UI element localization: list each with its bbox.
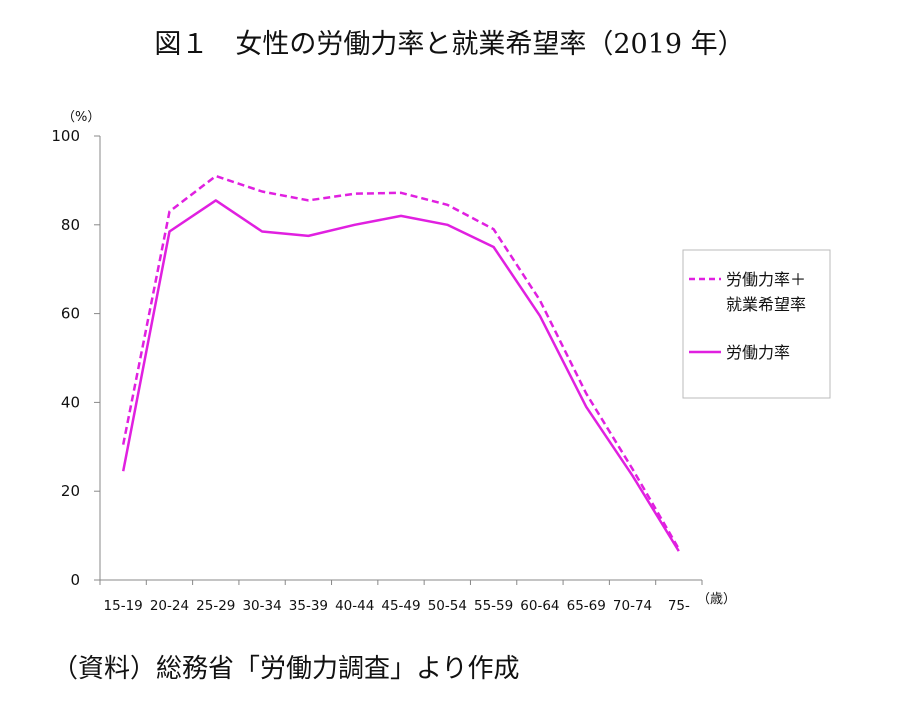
- x-tick-label: 75-: [668, 598, 690, 614]
- x-tick-label: 70-74: [613, 598, 652, 614]
- source-note: （資料）総務省「労働力調査」より作成: [52, 654, 520, 684]
- x-tick-label: 55-59: [474, 598, 513, 614]
- x-tick-label: 15-19: [104, 598, 143, 614]
- series-line-1: [121, 174, 680, 550]
- series-lines: [121, 174, 680, 552]
- legend-label-line: 就業希望率: [726, 295, 806, 314]
- axes: （%） （歳）: [62, 110, 736, 607]
- y-tick-label: 0: [70, 571, 80, 589]
- y-tick-label: 100: [51, 127, 80, 145]
- y-axis-unit: （%）: [62, 110, 100, 125]
- x-ticks: 15-19 20-24 25-29 30-34 35-39 40-44 45-49 50-54…: [99, 580, 703, 614]
- x-tick-label: 30-34: [242, 598, 281, 614]
- legend-label-line: 労働力率＋: [726, 270, 806, 289]
- y-tick-label: 40: [61, 393, 80, 411]
- x-tick-label: 60-64: [520, 598, 559, 614]
- y-tick-label: 20: [61, 482, 80, 500]
- series-line-2: [121, 199, 680, 552]
- x-tick-label: 65-69: [567, 598, 606, 614]
- y-ticks: 0 20 40 60 80 100: [51, 127, 100, 589]
- x-tick-label: 40-44: [335, 598, 374, 614]
- y-tick-label: 80: [61, 216, 80, 234]
- x-axis-unit: （歳）: [697, 592, 736, 607]
- x-tick-label: 45-49: [381, 598, 420, 614]
- chart-title: 図１ 女性の労働力率と就業希望率（2019 年）: [154, 29, 745, 60]
- x-tick-label: 50-54: [428, 598, 467, 614]
- legend-box: [682, 249, 831, 399]
- legend-label-line: 労働力率: [726, 343, 790, 362]
- legend-label: 労働力率: [726, 343, 790, 362]
- x-tick-label: 25-29: [196, 598, 235, 614]
- y-tick-label: 60: [61, 305, 80, 323]
- legend-label: 労働力率＋ 就業希望率: [726, 270, 806, 314]
- x-tick-label: 35-39: [289, 598, 328, 614]
- x-tick-label: 20-24: [150, 598, 189, 614]
